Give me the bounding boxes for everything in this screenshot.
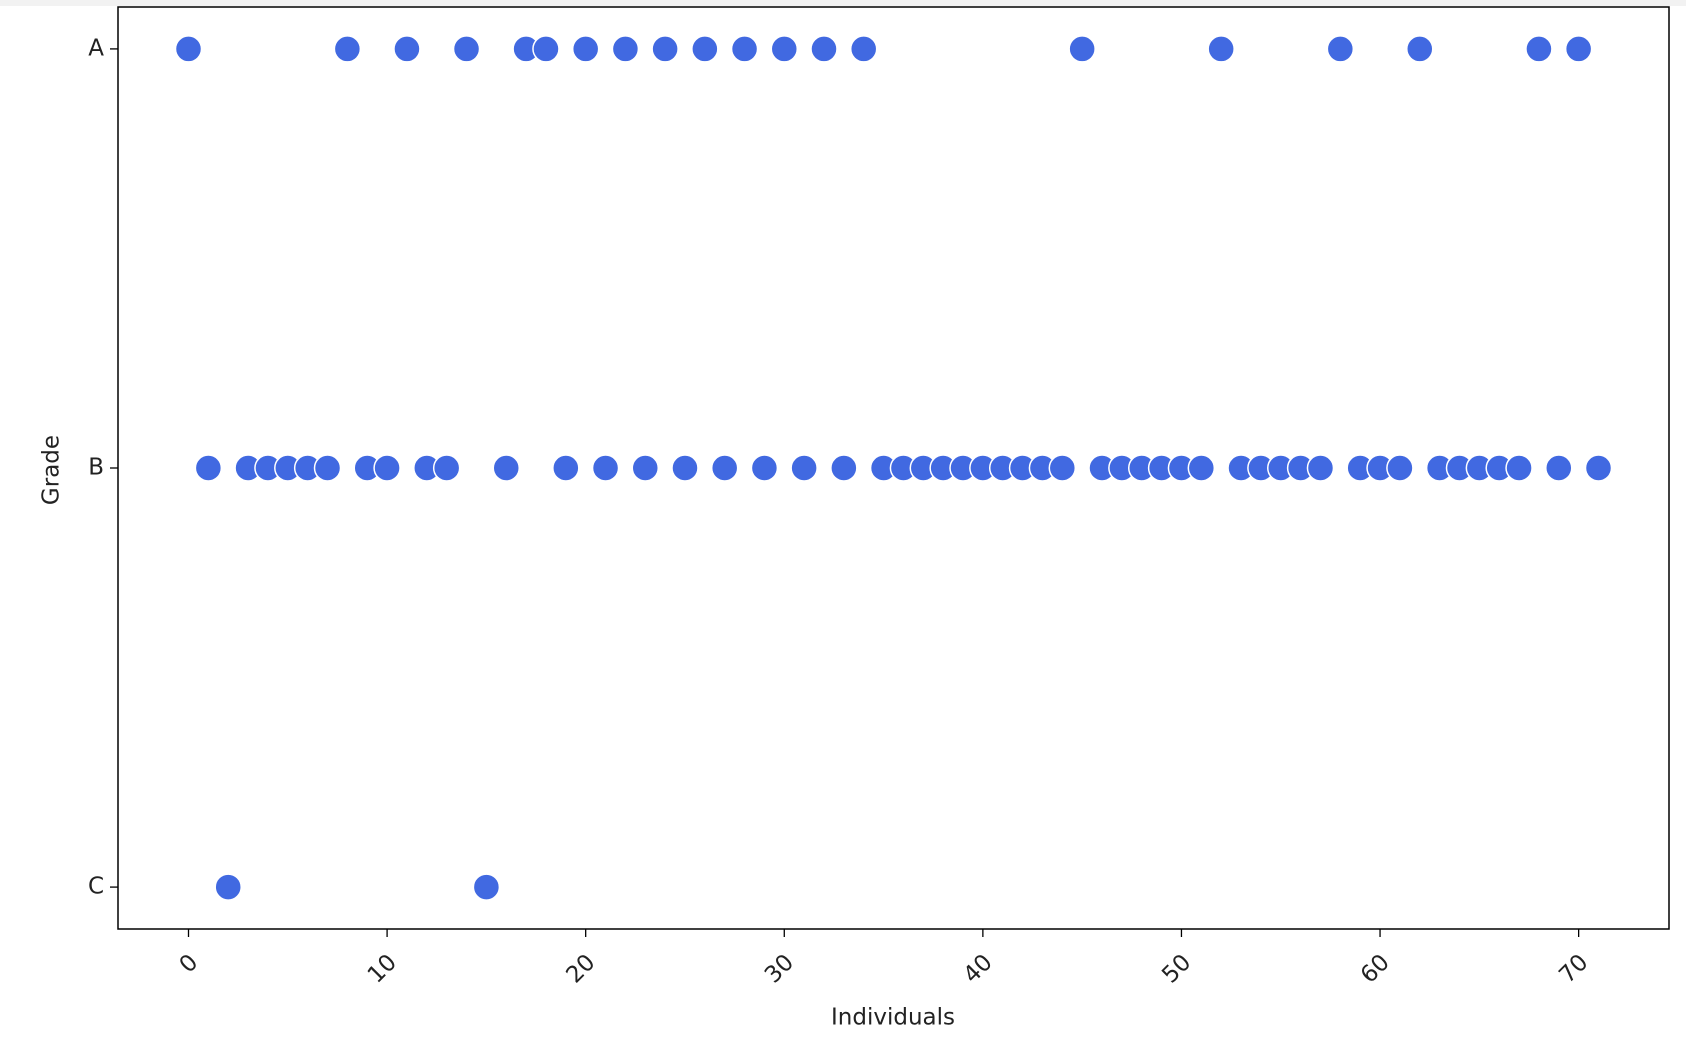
point bbox=[1068, 35, 1096, 63]
y-axis-label: Grade bbox=[39, 435, 65, 505]
point bbox=[333, 35, 362, 63]
x-tick-label: 10 bbox=[363, 949, 402, 988]
point bbox=[174, 35, 203, 63]
point bbox=[651, 35, 679, 63]
point bbox=[472, 873, 501, 901]
point bbox=[1326, 35, 1355, 63]
point bbox=[452, 35, 481, 63]
point bbox=[1525, 35, 1553, 63]
point bbox=[1048, 454, 1077, 482]
point bbox=[691, 35, 719, 63]
point bbox=[1406, 35, 1434, 63]
point bbox=[571, 35, 600, 63]
point bbox=[750, 454, 779, 482]
point bbox=[393, 35, 421, 63]
point bbox=[214, 873, 242, 901]
point bbox=[1505, 454, 1533, 482]
point bbox=[810, 35, 838, 63]
x-tick-label: 20 bbox=[561, 949, 600, 988]
point bbox=[1306, 454, 1335, 482]
x-tick-label: 60 bbox=[1356, 949, 1395, 988]
point bbox=[313, 454, 342, 482]
point bbox=[591, 454, 620, 482]
point bbox=[710, 454, 739, 482]
point bbox=[1207, 35, 1235, 63]
point bbox=[631, 454, 660, 482]
point bbox=[671, 454, 699, 482]
y-tick-label: A bbox=[88, 35, 104, 61]
point bbox=[730, 35, 759, 63]
point bbox=[1584, 454, 1613, 482]
x-tick-label: 40 bbox=[959, 949, 998, 988]
x-tick-label: 0 bbox=[175, 949, 204, 978]
top-band bbox=[0, 0, 1686, 6]
y-tick-label: B bbox=[88, 455, 104, 481]
point bbox=[432, 454, 461, 482]
point bbox=[492, 454, 520, 482]
x-axis-label: Individuals bbox=[831, 1005, 955, 1031]
point bbox=[1545, 454, 1573, 482]
point bbox=[194, 454, 223, 482]
point bbox=[849, 35, 878, 63]
point bbox=[770, 35, 799, 63]
point bbox=[790, 454, 818, 482]
point bbox=[1564, 35, 1593, 63]
point bbox=[532, 35, 560, 63]
x-tick-label: 50 bbox=[1157, 949, 1196, 988]
x-tick-label: 70 bbox=[1554, 949, 1593, 988]
point bbox=[830, 454, 858, 482]
point bbox=[1386, 454, 1414, 482]
point bbox=[611, 35, 640, 63]
x-tick-label: 30 bbox=[760, 949, 799, 988]
point bbox=[552, 454, 580, 482]
point bbox=[1187, 454, 1216, 482]
y-tick-label: C bbox=[88, 874, 104, 900]
point bbox=[373, 454, 401, 482]
